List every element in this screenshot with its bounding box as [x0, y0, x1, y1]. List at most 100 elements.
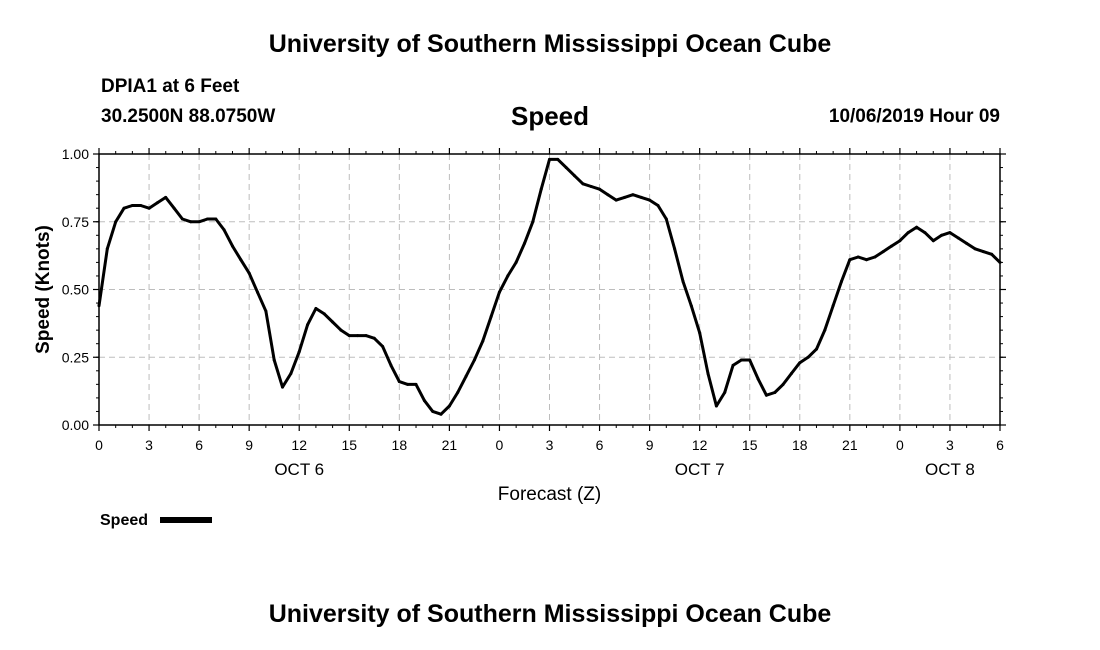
y-tick-label: 1.00 [62, 146, 89, 162]
data-point [865, 258, 868, 262]
data-point [197, 220, 201, 224]
data-point [456, 391, 460, 394]
data-point [956, 236, 960, 240]
data-point [447, 404, 451, 408]
data-point [531, 220, 535, 224]
data-point [422, 399, 426, 403]
data-point [773, 391, 777, 394]
data-point [981, 250, 985, 254]
x-tick-label: 0 [95, 437, 103, 453]
data-point [681, 279, 685, 283]
data-point [272, 358, 276, 362]
data-point [965, 241, 969, 245]
data-point [180, 217, 184, 221]
data-point [639, 195, 643, 199]
data-point [656, 204, 660, 207]
data-point [881, 250, 885, 254]
data-point [714, 404, 718, 408]
page-title: University of Southern Mississippi Ocean… [268, 30, 832, 58]
data-point [97, 304, 101, 308]
x-tick-label: 0 [896, 437, 904, 453]
data-point [155, 201, 159, 205]
data-point [130, 204, 134, 207]
x-tick-label: 9 [646, 437, 654, 453]
x-tick-label: 12 [291, 437, 307, 453]
y-tick-label: 0.50 [62, 282, 89, 298]
data-point [514, 260, 518, 264]
x-tick-label: 12 [692, 437, 708, 453]
data-point [381, 344, 385, 348]
y-tick-labels: 0.00 0.25 0.50 0.75 1.00 [62, 146, 89, 433]
x-tick-label: 6 [596, 437, 604, 453]
x-tick-label: 18 [392, 437, 408, 453]
data-point [489, 315, 493, 319]
data-point [214, 217, 218, 221]
coordinates-label: 30.2500N 88.0750W [101, 106, 276, 127]
data-point [564, 166, 568, 170]
x-tick-label: 6 [996, 437, 1004, 453]
chart-title: Speed [510, 101, 590, 131]
data-point [147, 206, 151, 210]
data-point [948, 231, 952, 235]
data-point [840, 279, 843, 283]
x-tick-label: 0 [496, 437, 504, 453]
data-point [581, 182, 585, 186]
data-point [281, 385, 284, 389]
data-point [297, 350, 301, 354]
data-point [664, 217, 668, 221]
data-point [823, 328, 827, 332]
data-point [856, 255, 860, 259]
data-point [256, 290, 259, 294]
y-tick-label: 0.75 [62, 214, 89, 230]
data-point [673, 247, 677, 251]
x-tick-label: 18 [792, 437, 808, 453]
data-point [898, 239, 902, 243]
day-label: OCT 8 [925, 460, 975, 479]
data-point [139, 204, 143, 207]
data-point [548, 157, 551, 161]
data-point [289, 372, 293, 375]
data-point [397, 380, 401, 384]
data-point [523, 241, 526, 245]
data-point [789, 372, 793, 375]
data-point [356, 334, 360, 338]
grid-lines [99, 153, 1000, 426]
data-point [631, 193, 635, 197]
data-point [689, 304, 693, 308]
data-point [539, 187, 543, 191]
data-point [189, 220, 193, 224]
data-point [464, 374, 468, 378]
data-point [623, 195, 627, 199]
data-point [364, 334, 368, 338]
data-point [606, 193, 610, 197]
data-point [923, 231, 927, 235]
data-point [431, 409, 435, 413]
datetime-label: 10/06/2019 Hour 09 [828, 106, 1000, 127]
data-point [231, 244, 234, 248]
data-point [481, 339, 485, 343]
data-point [472, 358, 476, 362]
legend: Speed [100, 512, 212, 529]
data-point [239, 258, 243, 262]
data-point [614, 198, 618, 202]
data-point [931, 239, 935, 243]
data-point [973, 247, 977, 251]
x-tick-label: 6 [195, 437, 203, 453]
data-point [556, 157, 560, 161]
data-point [339, 328, 343, 332]
data-point [706, 372, 710, 375]
data-point [873, 255, 877, 259]
data-point [306, 323, 310, 327]
x-tick-labels: 0 3 6 9 12 15 18 21 0 3 6 9 12 15 18 21 0 3 6 [95, 437, 1004, 453]
x-tick-label: 3 [946, 437, 954, 453]
data-point [172, 206, 176, 210]
axis-ticks [93, 148, 1006, 431]
x-tick-label: 21 [842, 437, 858, 453]
data-point [990, 252, 994, 256]
data-point [222, 228, 226, 232]
data-point [439, 412, 443, 416]
legend-label: Speed [100, 512, 148, 529]
data-point [731, 363, 735, 367]
x-axis-label: Forecast (Z) [498, 484, 601, 505]
data-point [831, 304, 835, 308]
